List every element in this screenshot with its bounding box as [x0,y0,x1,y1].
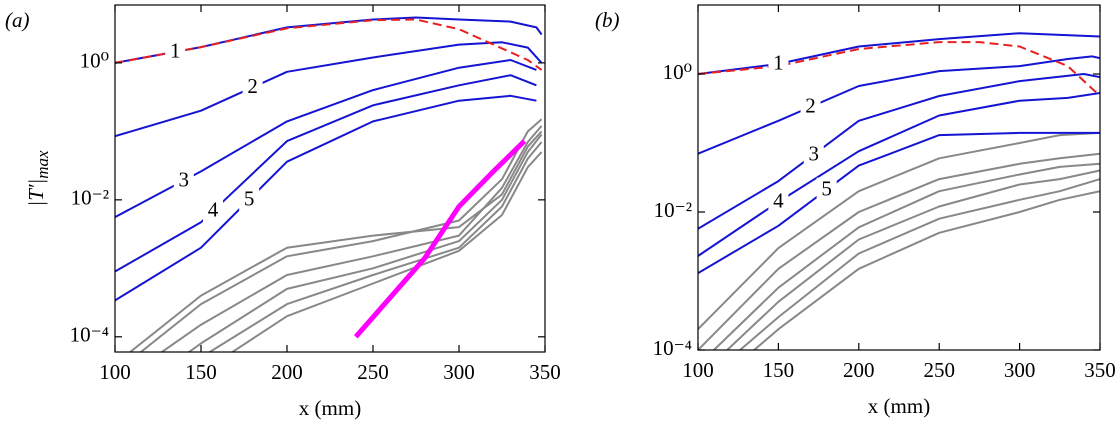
curve-label: 3 [179,167,190,191]
plot-area [698,32,1100,350]
y-tick-label: 10⁰ [80,49,109,73]
curve [752,190,1100,350]
curve [115,59,537,218]
curve [139,118,543,352]
label-bg [203,198,224,223]
x-tick-label: 100 [682,358,714,382]
curve [698,131,1100,274]
curve [160,125,543,352]
curve-label: 2 [247,74,258,98]
x-tick-label: 100 [99,360,131,384]
curve [738,178,1100,350]
curve [353,139,527,339]
x-tick-label: 200 [843,358,875,382]
curve [207,141,543,352]
label-bg [165,39,186,64]
panel-label: (b) [595,8,620,32]
curve-label: 3 [809,141,820,165]
x-tick-label: 150 [763,358,795,382]
x-axis-label: x (mm) [299,396,361,420]
curve-label: 4 [208,198,219,222]
curve [128,130,543,352]
y-label-sub: max [33,150,52,179]
curve [698,152,1100,350]
curve-label: 1 [773,51,784,75]
x-axis-label: x (mm) [868,394,930,418]
label-bg [242,75,263,100]
y-tick-label: 10⁻² [71,186,109,210]
curve-label: 5 [244,186,255,210]
axes-frame [697,4,1101,351]
curve-label: 5 [821,177,832,201]
x-tick-label: 250 [357,360,389,384]
y-axis-label: |T′|max [24,150,52,207]
label-bg [173,168,194,193]
curve [698,73,1100,230]
label-bg [803,142,824,167]
y-label-main: |T′| [24,179,48,207]
curve [698,41,1100,97]
curve [115,94,537,302]
plot-area [115,16,543,352]
panel: 12 3 4 5 100 150 200 250 300 350 10⁻⁴ 10⁻² 10⁰ x (mm)… [595,4,1116,418]
y-tick-label: 10⁻⁴ [653,336,692,360]
y-tick-label: 10⁻⁴ [70,323,109,347]
x-tick-label: 200 [271,360,303,384]
x-tick-label: 150 [185,360,217,384]
curve-label: 1 [170,39,181,63]
label-bg [768,189,789,214]
curve [115,74,537,273]
y-tick-label: 10⁻² [654,198,692,222]
axes-frame [114,4,546,353]
x-tick-label: 300 [1004,358,1036,382]
curve [187,133,543,352]
x-tick-label: 350 [529,360,561,384]
curve [698,55,1100,155]
label-bg [816,177,837,202]
curve [230,151,543,352]
x-tick-label: 250 [923,358,955,382]
curve [115,18,543,71]
y-tick-label: 10⁰ [663,60,692,84]
curve [698,131,1100,330]
curve-label: 4 [773,189,784,213]
panel-label: (a) [5,8,30,32]
curve-label: 2 [805,94,816,118]
x-tick-label: 350 [1084,358,1116,382]
curve [698,32,1100,75]
label-bg [768,51,789,76]
panel: 1 2 34 5 100 150 200 250 300 350 10⁻⁴ 10⁻² 10⁰ x (mm)… [5,4,561,420]
label-bg [800,94,821,119]
label-bg [239,187,260,212]
curve [712,162,1100,350]
x-tick-label: 300 [443,360,475,384]
curve [115,41,543,138]
curve [725,169,1100,350]
